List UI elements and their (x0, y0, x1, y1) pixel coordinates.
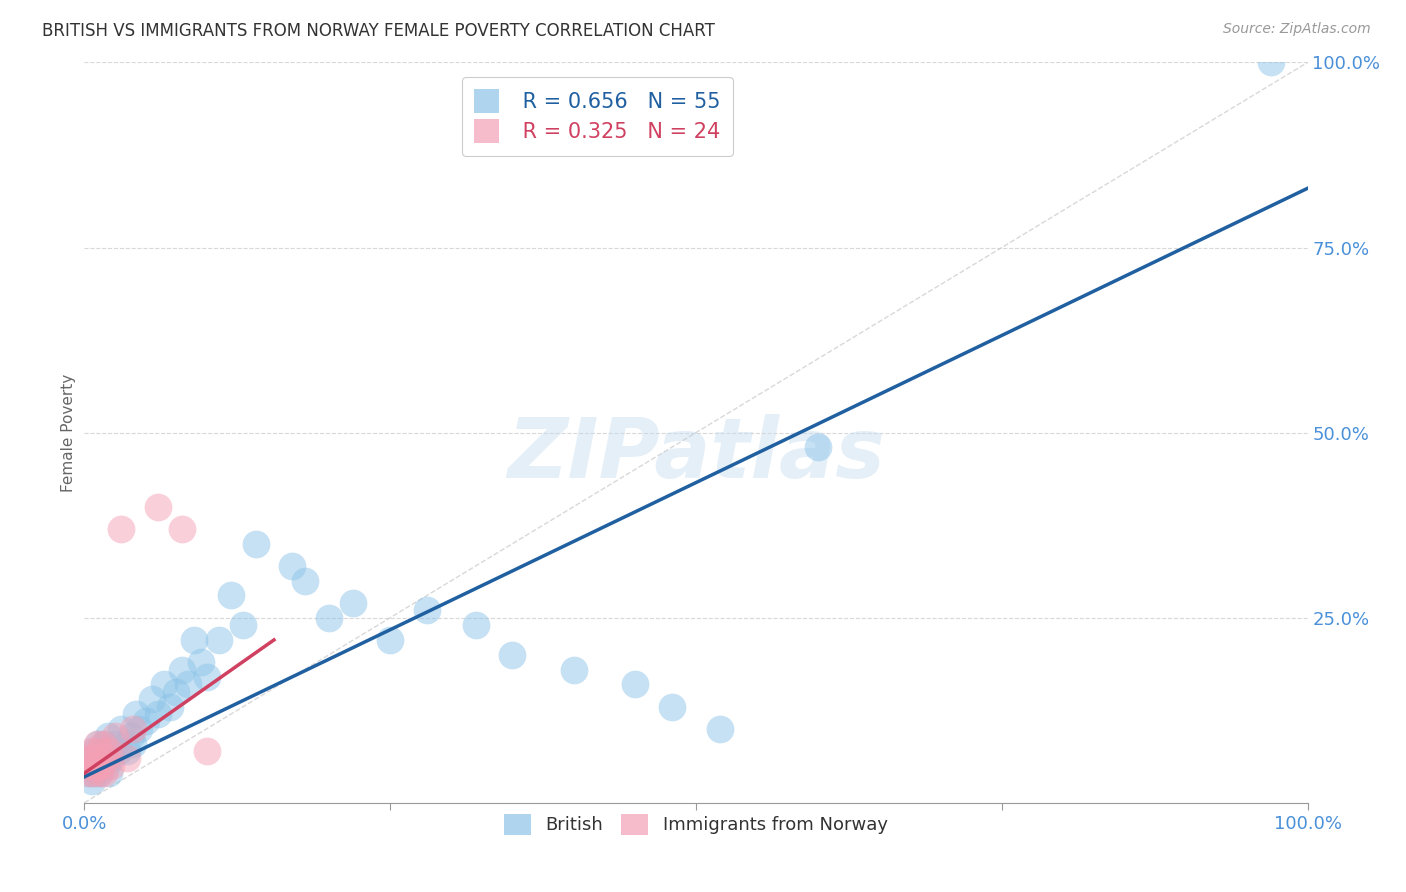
Y-axis label: Female Poverty: Female Poverty (60, 374, 76, 491)
Point (104, 729, 127, 743)
Point (120, 729, 142, 743)
Point (110, 522, 132, 536)
Point (107, 744, 129, 758)
Point (146, 706, 169, 721)
Point (87, 758, 110, 772)
Point (146, 500, 169, 514)
Point (115, 751, 138, 765)
Point (89, 766, 111, 780)
Point (100, 758, 122, 772)
Point (342, 596, 364, 610)
Point (135, 714, 157, 729)
Point (208, 632, 231, 647)
Point (153, 677, 176, 691)
Point (122, 722, 145, 736)
Point (195, 670, 218, 684)
Point (86, 758, 108, 772)
Point (172, 522, 194, 536)
Point (87, 766, 110, 780)
Point (1260, 55, 1282, 70)
Point (87, 737, 110, 751)
Point (294, 574, 316, 588)
Point (86, 737, 108, 751)
Point (141, 692, 163, 706)
Point (94, 737, 117, 751)
Point (502, 648, 524, 662)
Point (83, 751, 105, 765)
Point (97, 744, 120, 758)
Point (219, 589, 242, 603)
Point (79, 758, 101, 772)
Point (84, 758, 107, 772)
Point (115, 744, 138, 758)
Text: Source: ZipAtlas.com: Source: ZipAtlas.com (1223, 22, 1371, 37)
Point (90, 758, 112, 772)
Point (159, 699, 181, 714)
Point (624, 677, 647, 691)
Point (80, 773, 103, 788)
Point (281, 558, 304, 573)
Point (380, 632, 402, 647)
Point (122, 737, 145, 751)
Point (232, 618, 254, 632)
Point (83, 766, 105, 780)
Point (82, 766, 104, 780)
Point (416, 603, 439, 617)
Point (195, 744, 218, 758)
Point (90, 758, 112, 772)
Point (93, 751, 115, 765)
Point (190, 655, 212, 669)
Point (82, 751, 104, 765)
Point (661, 699, 683, 714)
Point (245, 536, 267, 550)
Point (91, 744, 114, 758)
Point (80, 744, 103, 758)
Point (84, 744, 107, 758)
Point (93, 766, 115, 780)
Point (87, 744, 110, 758)
Point (79, 758, 101, 772)
Point (110, 722, 132, 736)
Point (183, 632, 205, 647)
Point (562, 663, 585, 677)
Point (96, 751, 118, 765)
Point (77, 751, 100, 765)
Point (318, 610, 340, 624)
Text: BRITISH VS IMMIGRANTS FROM NORWAY FEMALE POVERTY CORRELATION CHART: BRITISH VS IMMIGRANTS FROM NORWAY FEMALE… (42, 22, 716, 40)
Point (77, 766, 100, 780)
Point (165, 685, 187, 699)
Point (96, 758, 118, 772)
Point (807, 441, 830, 455)
Point (100, 751, 122, 765)
Point (104, 737, 127, 751)
Point (97, 729, 120, 743)
Point (89, 751, 111, 765)
Point (709, 722, 731, 736)
Point (464, 618, 486, 632)
Point (77, 766, 100, 780)
Point (128, 722, 150, 736)
Point (172, 663, 194, 677)
Point (91, 737, 114, 751)
Point (97, 766, 120, 780)
Legend: British, Immigrants from Norway: British, Immigrants from Norway (496, 806, 896, 842)
Point (125, 706, 148, 721)
Point (177, 677, 200, 691)
Text: ZIPatlas: ZIPatlas (508, 414, 884, 495)
